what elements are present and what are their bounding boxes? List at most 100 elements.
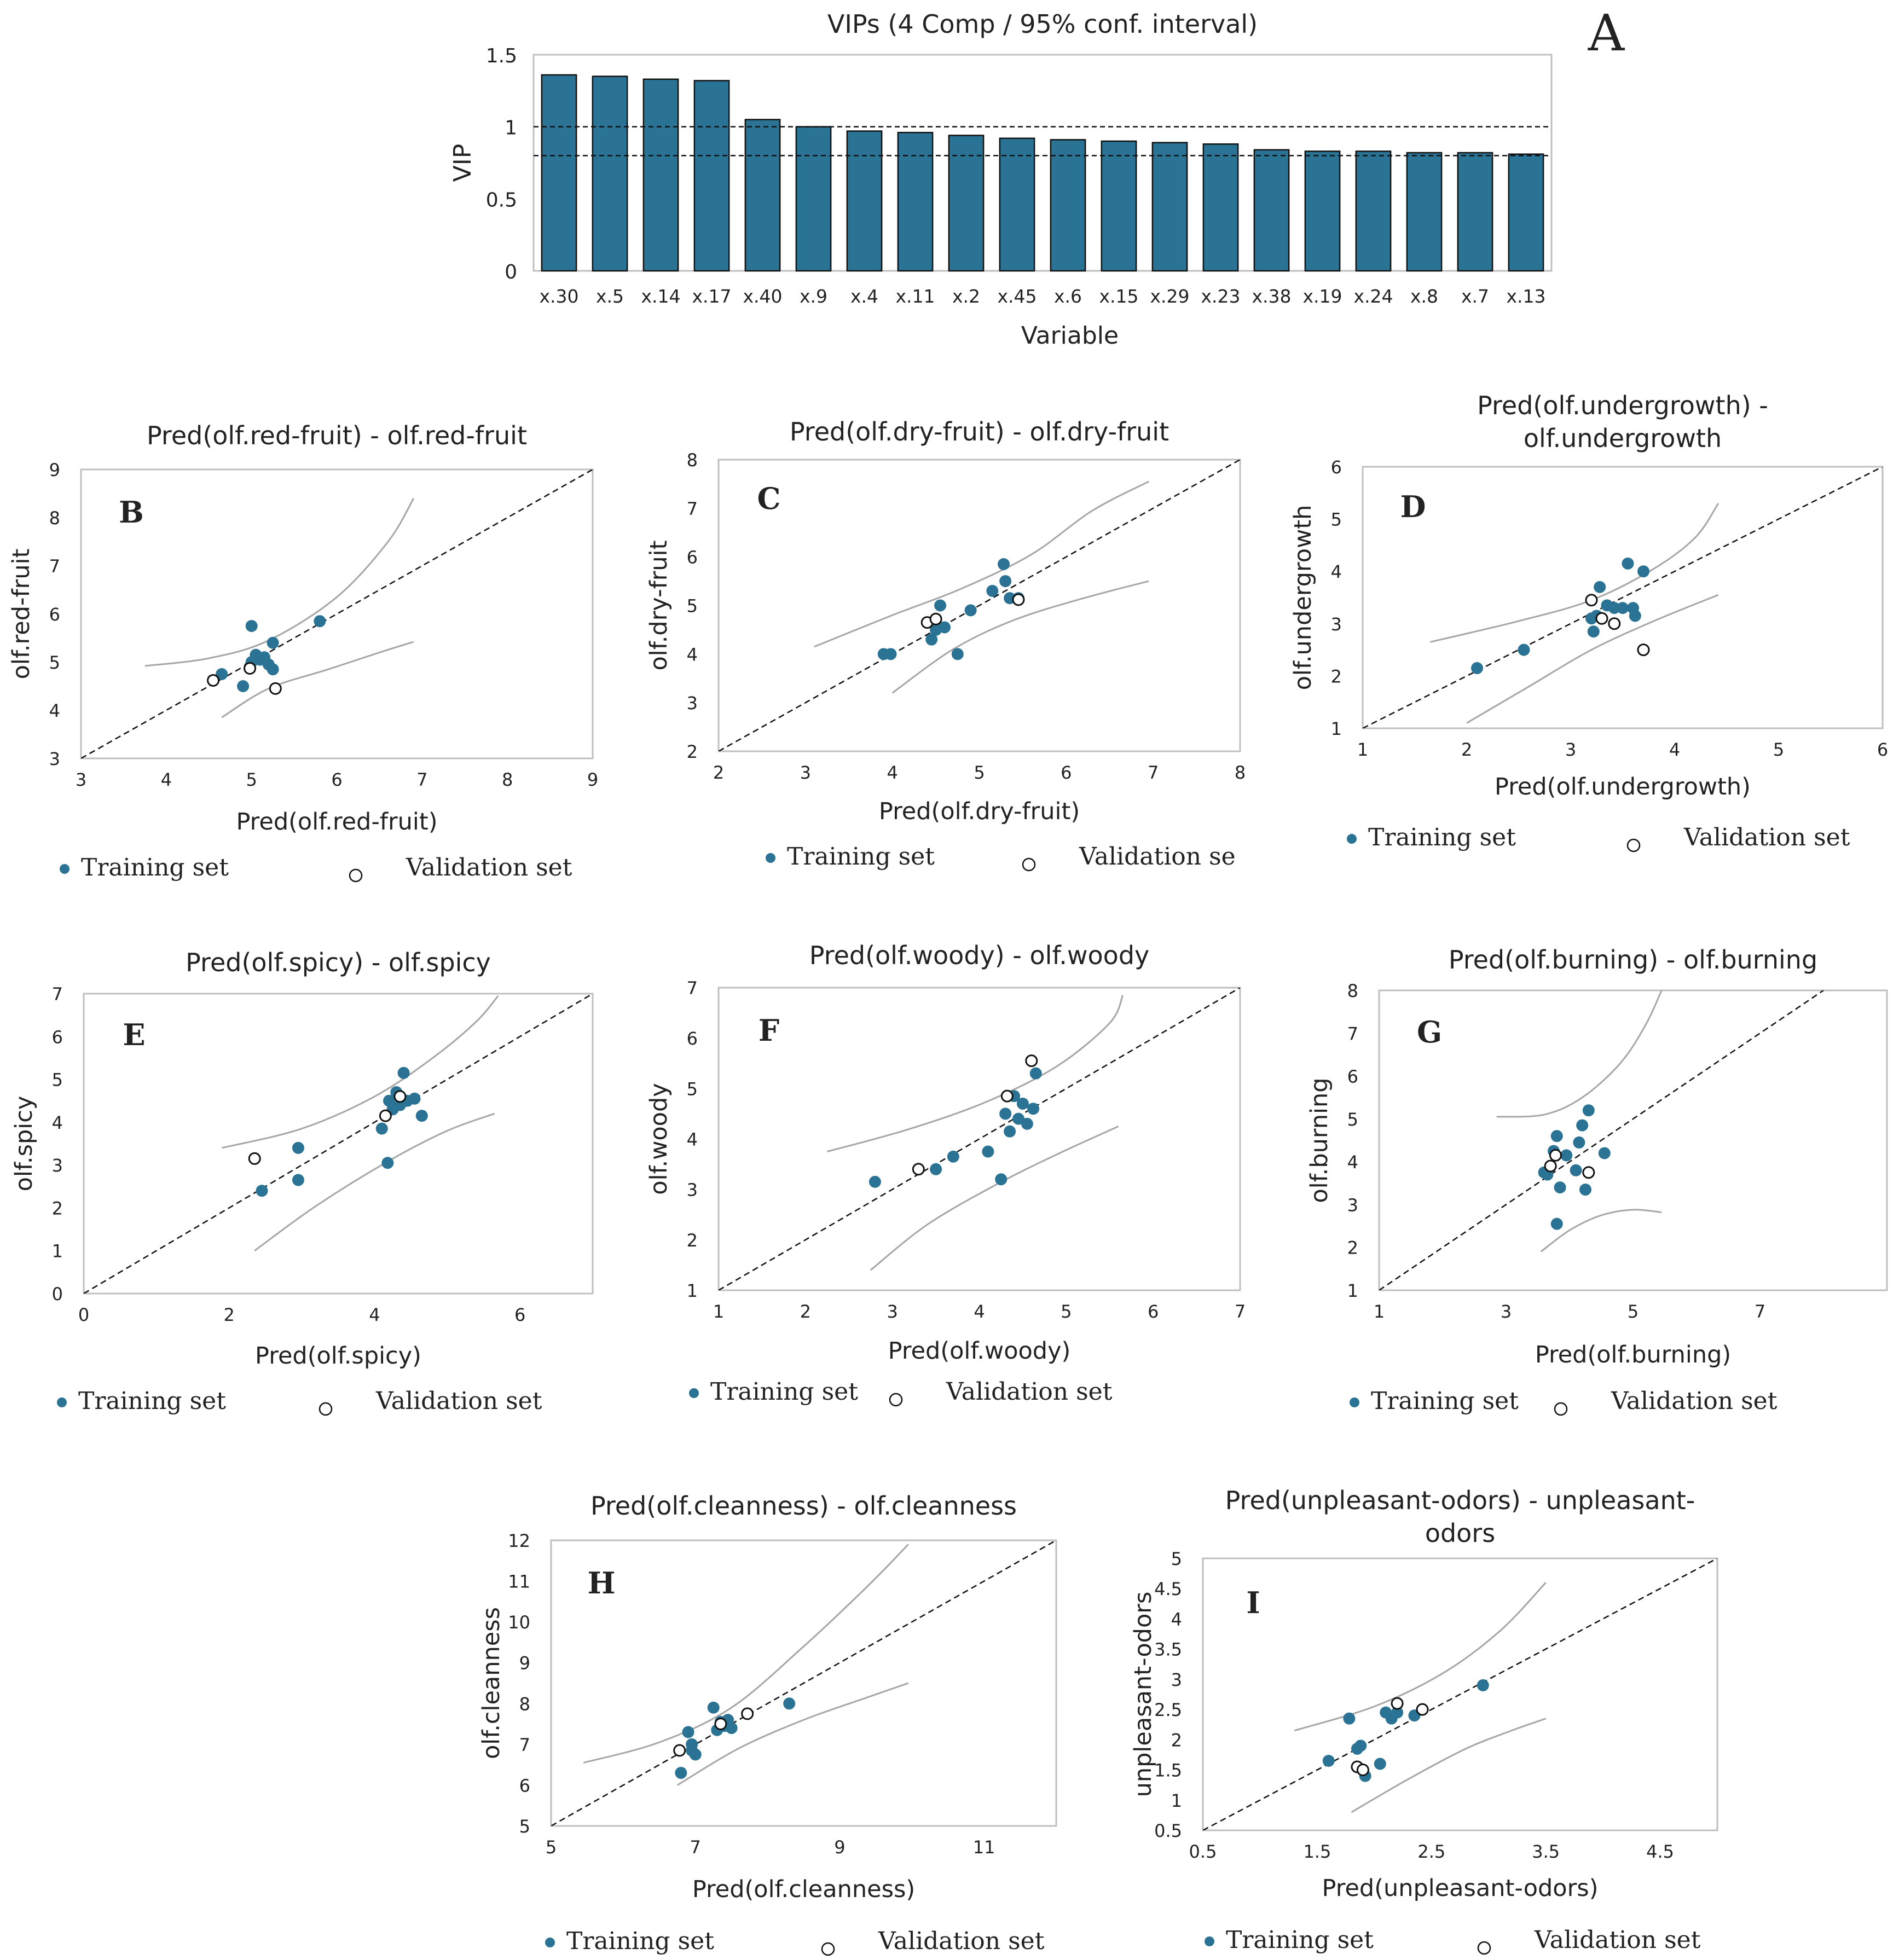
- x-axis-label: Pred(olf.woody): [888, 1337, 1071, 1365]
- training-point: [934, 599, 947, 612]
- validation-point: [1012, 593, 1025, 606]
- validation-point: [1637, 643, 1650, 657]
- vip-x-tick-label: x.8: [1410, 286, 1438, 307]
- legend-validation-marker: [1554, 1402, 1568, 1416]
- x-tick-label: 3: [76, 769, 86, 790]
- y-tick-label: 7: [519, 1735, 530, 1755]
- y-tick-label: 4: [1331, 561, 1342, 582]
- x-tick-label: 4: [161, 769, 172, 790]
- training-point: [1550, 1217, 1563, 1230]
- panel-letter: E: [123, 1017, 145, 1052]
- vip-bar: [999, 137, 1035, 272]
- training-point: [951, 648, 964, 660]
- training-point: [1617, 602, 1629, 614]
- panel-f: 1 2 3 4 5 6 7 1 2 3 4 5 6 7 Pred(olf.woody) - olf.wood…: [645, 941, 1246, 1407]
- y-tick-label: 4: [687, 644, 698, 665]
- y-tick-label: 2: [687, 1230, 698, 1251]
- training-point: [997, 558, 1010, 570]
- training-point: [397, 1066, 410, 1079]
- y-tick-label: 9: [49, 460, 60, 480]
- training-point: [675, 1767, 687, 1779]
- y-tick-label: 0: [52, 1284, 63, 1304]
- legend-training-marker: [1205, 1936, 1214, 1946]
- training-point: [1550, 1130, 1563, 1143]
- y-tick-label: 2.5: [1154, 1700, 1182, 1720]
- training-point: [1629, 610, 1641, 622]
- x-tick-label: 4: [887, 762, 898, 783]
- panel-frame: [1378, 989, 1888, 1291]
- legend-training-marker: [766, 853, 775, 863]
- legend-training-marker: [1350, 1397, 1359, 1407]
- legend-validation-label: Validation set: [1611, 1387, 1778, 1415]
- legend-training-marker: [57, 1397, 67, 1407]
- y-axis-label: olf.dry-fruit: [645, 541, 673, 671]
- vip-bar: [897, 131, 934, 272]
- training-point: [1374, 1758, 1386, 1770]
- legend-validation-label: Validation set: [1683, 824, 1850, 851]
- training-point: [947, 1150, 959, 1163]
- vip-y-tick-label: 0: [505, 261, 517, 283]
- y-tick-label: 8: [49, 508, 60, 529]
- legend: Training set Validation se: [766, 843, 1236, 872]
- legend-validation-marker: [889, 1393, 903, 1407]
- y-tick-label: 3: [1331, 614, 1342, 635]
- y-tick-label: 2: [1331, 666, 1342, 687]
- y-tick-label: 4: [52, 1112, 63, 1133]
- x-tick-label: 6: [331, 769, 342, 790]
- training-point: [415, 1110, 428, 1122]
- panel-letter: F: [759, 1013, 779, 1048]
- vip-x-tick-label: x.5: [596, 286, 624, 307]
- identity-line: [81, 469, 593, 758]
- legend-validation-label: Validation set: [406, 854, 572, 882]
- legend: Training set Validation set: [689, 1378, 1113, 1407]
- training-point: [1582, 1104, 1595, 1117]
- confidence-band-lower: [254, 1112, 495, 1251]
- x-tick-label: 0.5: [1189, 1841, 1217, 1862]
- validation-point: [1025, 1054, 1038, 1068]
- panel-frame: [717, 987, 1241, 1291]
- vip-bar: [541, 74, 577, 272]
- vip-x-tick-label: x.17: [692, 286, 731, 307]
- y-tick-label: 7: [1347, 1023, 1358, 1044]
- y-tick-label: 3: [687, 1180, 698, 1201]
- vip-bar: [1151, 142, 1188, 272]
- vip-bar: [1406, 152, 1443, 272]
- y-tick-label: 11: [508, 1572, 530, 1592]
- validation-point: [1595, 612, 1608, 625]
- x-tick-label: 1: [1357, 739, 1368, 760]
- vip-y-tick-label: 1.5: [486, 45, 517, 67]
- vip-x-tick-label: x.19: [1302, 286, 1342, 307]
- vip-x-tick-label: x.29: [1150, 286, 1189, 307]
- training-point: [938, 621, 951, 634]
- legend-validation-marker: [1022, 857, 1036, 872]
- validation-point: [1585, 594, 1598, 607]
- x-tick-label: 6: [1877, 739, 1888, 760]
- training-point: [1477, 1679, 1489, 1691]
- y-tick-label: 9: [519, 1653, 530, 1674]
- legend-validation-label: Validation se: [1079, 843, 1236, 871]
- vip-x-tick-label: x.13: [1506, 286, 1545, 307]
- y-tick-label: 7: [52, 984, 63, 1005]
- panel-title: Pred(unpleasant-odors) - unpleasant-: [1225, 1486, 1695, 1515]
- training-point: [995, 1173, 1008, 1186]
- x-tick-label: 4: [369, 1304, 380, 1325]
- validation-point: [741, 1707, 754, 1720]
- x-tick-label: 11: [973, 1837, 995, 1858]
- y-tick-label: 6: [49, 604, 60, 625]
- x-tick-label: 7: [1235, 1301, 1246, 1322]
- vip-x-tick-label: x.9: [800, 286, 827, 307]
- x-axis-label: Pred(olf.spicy): [255, 1342, 421, 1370]
- vip-x-tick-label: x.40: [743, 286, 782, 307]
- y-tick-label: 6: [687, 1028, 698, 1049]
- identity-line: [719, 988, 1240, 1290]
- panel-title: Pred(olf.woody) - olf.woody: [809, 941, 1150, 970]
- legend-validation-label: Validation set: [878, 1927, 1045, 1955]
- y-tick-label: 1: [1331, 718, 1342, 739]
- training-point: [1004, 1125, 1016, 1138]
- training-point: [1322, 1754, 1335, 1767]
- legend: Training set Validation set: [60, 854, 572, 883]
- vip-bar: [1101, 140, 1137, 272]
- x-tick-label: 7: [690, 1837, 701, 1858]
- validation-point: [1544, 1159, 1557, 1173]
